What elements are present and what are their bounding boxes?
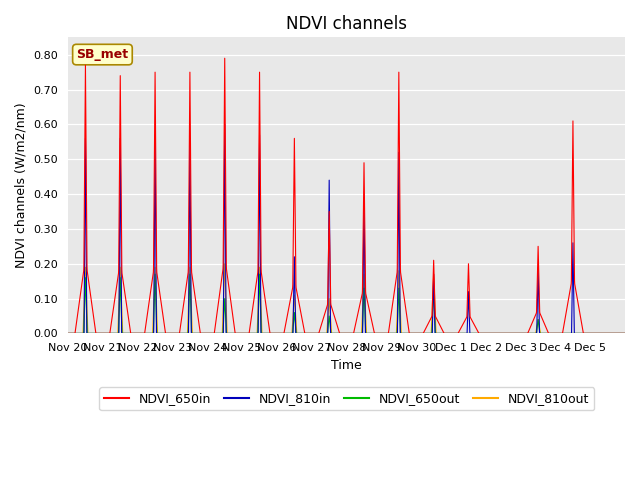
Text: SB_met: SB_met xyxy=(76,48,129,61)
X-axis label: Time: Time xyxy=(331,359,362,372)
Y-axis label: NDVI channels (W/m2/nm): NDVI channels (W/m2/nm) xyxy=(15,103,28,268)
Title: NDVI channels: NDVI channels xyxy=(286,15,407,33)
Legend: NDVI_650in, NDVI_810in, NDVI_650out, NDVI_810out: NDVI_650in, NDVI_810in, NDVI_650out, NDV… xyxy=(99,387,594,410)
